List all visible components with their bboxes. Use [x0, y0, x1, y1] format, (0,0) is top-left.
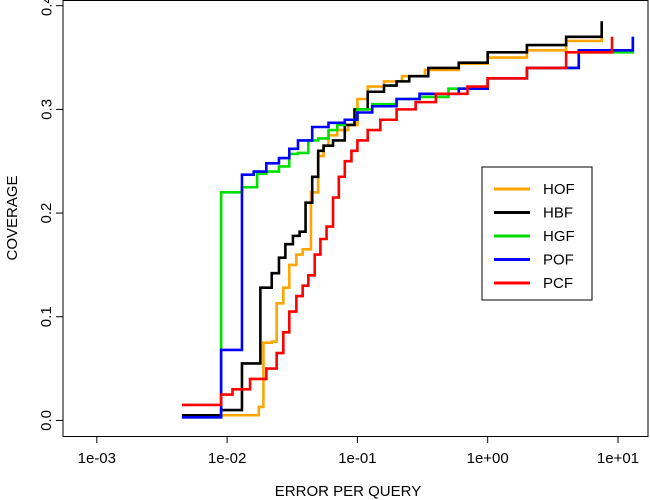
x-axis: 1e-03 1e-02 1e-01 1e+00 1e+01: [78, 436, 639, 467]
y-tick-label: 0.4: [38, 0, 55, 16]
legend-label-hof: HOF: [543, 181, 575, 198]
legend-label-pof: POF: [543, 252, 574, 269]
plot-frame: [62, 0, 649, 437]
x-tick-label: 1e-02: [208, 450, 246, 467]
x-tick-label: 1e+00: [467, 450, 509, 467]
y-axis: 0.0 0.1 0.2 0.3 0.4: [38, 0, 63, 431]
legend-label-hgf: HGF: [543, 228, 575, 245]
y-tick-label: 0.2: [38, 203, 55, 224]
legend-label-pcf: PCF: [543, 275, 573, 292]
series-line-hbf: [181, 21, 603, 417]
legend: HOF HBF HGF POF PCF: [481, 166, 593, 301]
x-axis-title: ERROR PER QUERY: [275, 483, 421, 500]
series-layer: [181, 21, 635, 419]
y-axis-title: COVERAGE: [4, 175, 21, 260]
legend-box: [481, 166, 593, 301]
legend-label-hbf: HBF: [543, 205, 573, 222]
y-tick-label: 0.3: [38, 99, 55, 120]
y-tick-label: 0.1: [38, 306, 55, 327]
x-tick-label: 1e-03: [78, 450, 116, 467]
x-tick-label: 1e+01: [597, 450, 639, 467]
series-line-pcf: [181, 36, 614, 407]
y-tick-label: 0.0: [38, 410, 55, 431]
x-tick-label: 1e-01: [338, 450, 376, 467]
